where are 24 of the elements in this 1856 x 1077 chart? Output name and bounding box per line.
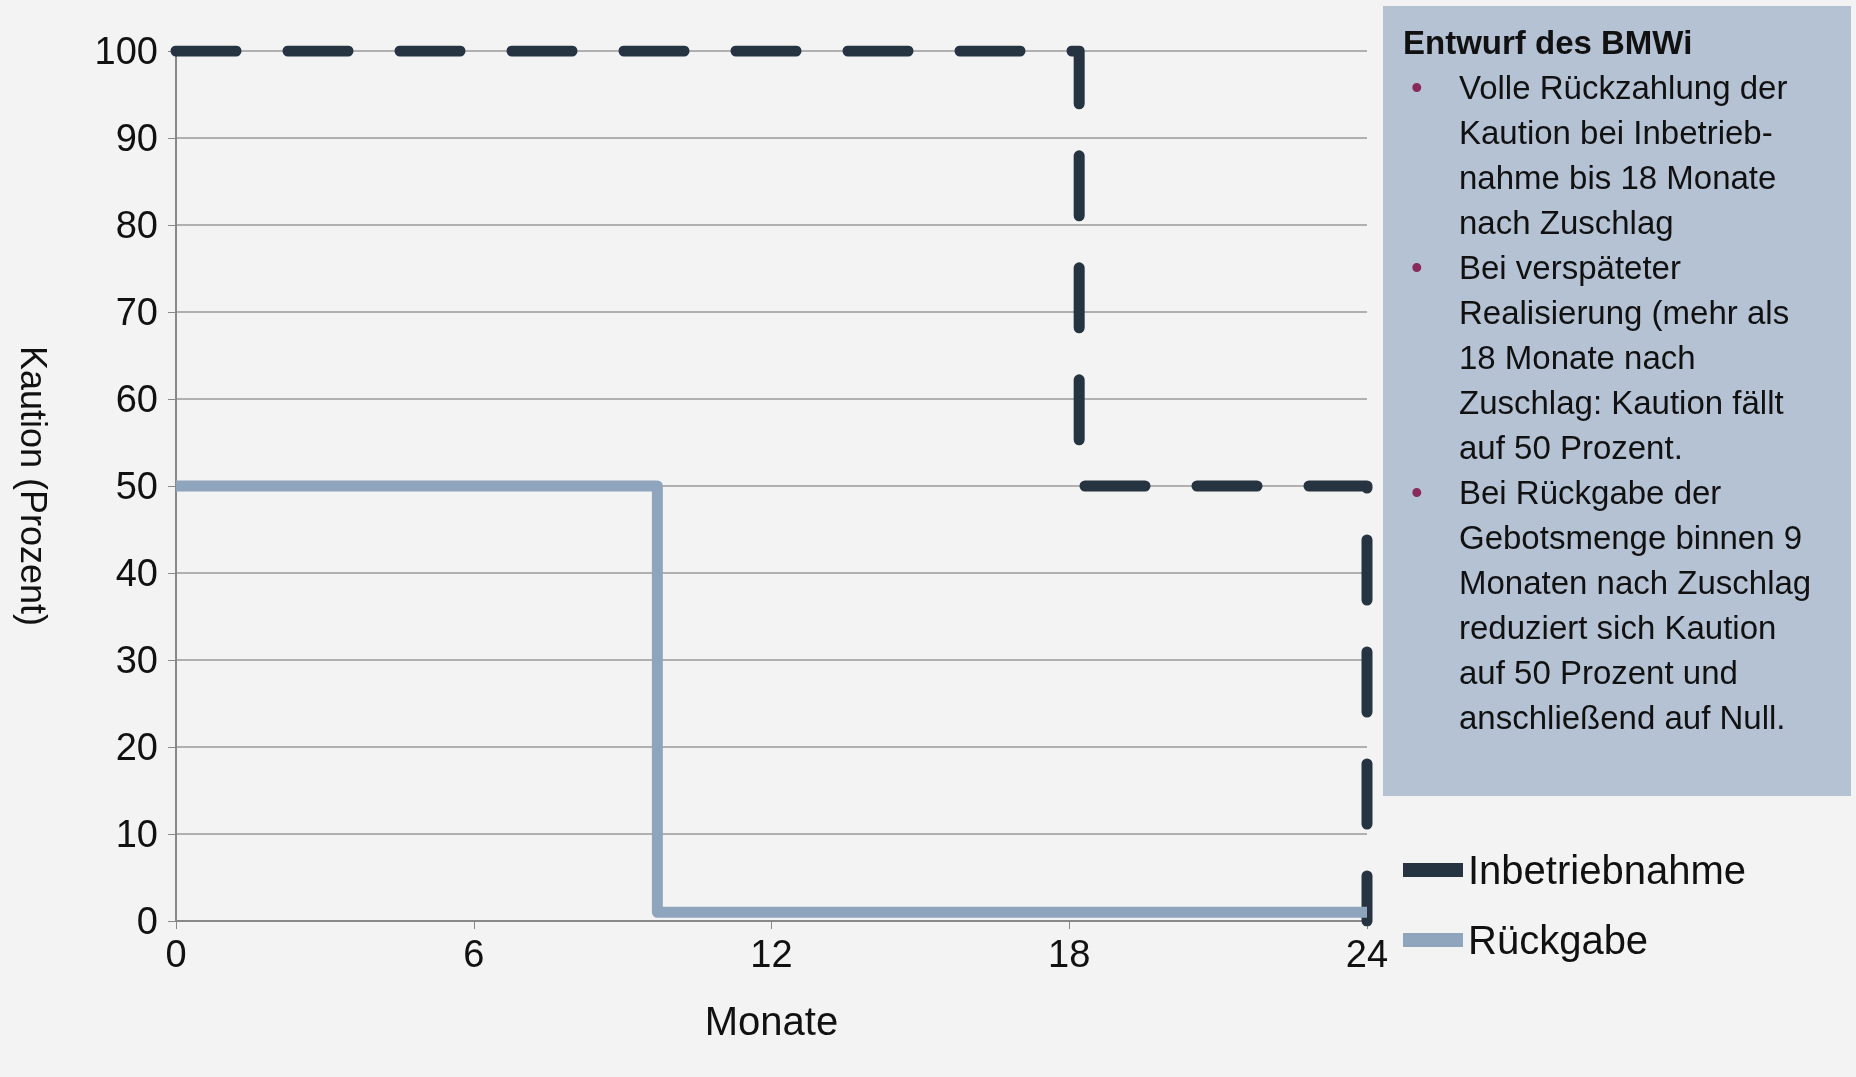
y-tick-label: 10 (115, 813, 158, 855)
y-tick-label: 0 (136, 900, 158, 942)
text: • Bei Rückgabe der Gebotsmenge binnen 9 Monaten nach Zuschlag reduziert sich Kaution auf 50 Prozent und anschließend auf Null. (1411, 473, 1812, 736)
y-tick-label: 80 (115, 204, 158, 246)
y-tick-label: 100 (94, 30, 158, 72)
x-tick-label: 12 (750, 933, 793, 975)
y-tick-label: 50 (115, 465, 158, 507)
x-tick-label: 24 (1345, 933, 1389, 975)
y-axis-title: Kaution (Prozent) (12, 345, 54, 627)
x-axis-title: Monate (704, 999, 839, 1043)
y-tick-label: 60 (115, 378, 158, 420)
x-tick-label: 18 (1048, 933, 1091, 975)
legend-label: Rückgabe (1468, 918, 1649, 962)
x-tick-label: 0 (165, 933, 187, 975)
legend-label: Inbetriebnahme (1468, 848, 1746, 892)
text: • Bei verspäteter Realisierung (mehr als 18 Monate nach Zuschlag: Kaution fällt auf 50 Prozent. (1411, 248, 1790, 466)
text: • Volle Rückzahlung der Kaution bei Inbetrieb-nahme bis 18 Monate nach Zuschlag (1411, 68, 1788, 241)
y-tick-label: 20 (115, 726, 158, 768)
x-tick-label: 6 (463, 933, 485, 975)
y-tick-label: 70 (115, 291, 158, 333)
y-tick-label: 30 (115, 639, 158, 681)
y-tick-label: 90 (115, 117, 158, 159)
y-tick-label: 40 (115, 552, 158, 594)
text: Entwurf des BMWi (1403, 23, 1694, 63)
